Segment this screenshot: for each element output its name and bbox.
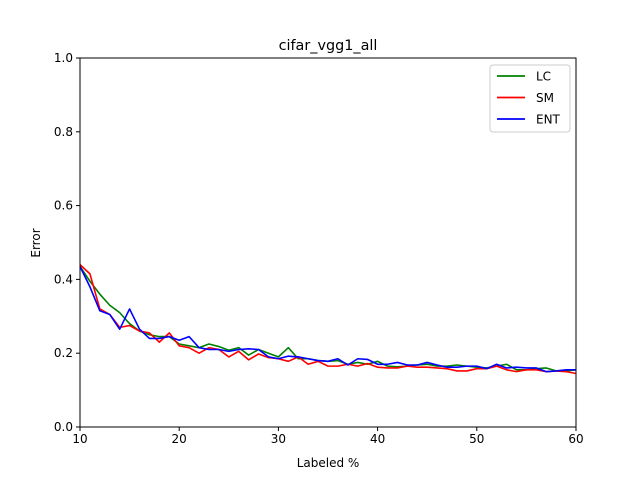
x-tick-label: 60 <box>568 432 583 446</box>
series-layer <box>79 264 577 375</box>
y-tick-label: 0.8 <box>54 125 73 139</box>
y-tick-label: 0.0 <box>54 420 73 434</box>
legend-label-ent: ENT <box>536 113 561 127</box>
x-tick-label: 20 <box>172 432 187 446</box>
legend-label-lc: LC <box>536 70 551 84</box>
x-tick-label: 40 <box>370 432 385 446</box>
series-line-ent <box>79 266 576 373</box>
y-tick-label: 1.0 <box>54 51 73 65</box>
x-tick-label: 10 <box>72 432 87 446</box>
y-axis-label: Error <box>29 228 43 257</box>
y-tick-label: 0.4 <box>54 272 73 286</box>
y-tick-label: 0.2 <box>54 346 73 360</box>
y-tick-label: 0.6 <box>54 199 73 213</box>
plot-area-frame <box>79 57 577 428</box>
series-line-sm <box>79 264 577 375</box>
y-axis: 0.0 0.2 0.4 0.6 0.8 1.0 <box>54 51 80 434</box>
x-tick-label: 30 <box>271 432 286 446</box>
x-axis: 10 20 30 40 50 60 <box>72 427 584 446</box>
legend: LC SM ENT <box>489 64 571 133</box>
x-axis-label: Labeled % <box>297 456 360 470</box>
legend-label-sm: SM <box>536 91 554 105</box>
legend-box <box>489 64 571 133</box>
chart-title: cifar_vgg1_all <box>279 38 378 54</box>
x-tick-label: 50 <box>469 432 484 446</box>
